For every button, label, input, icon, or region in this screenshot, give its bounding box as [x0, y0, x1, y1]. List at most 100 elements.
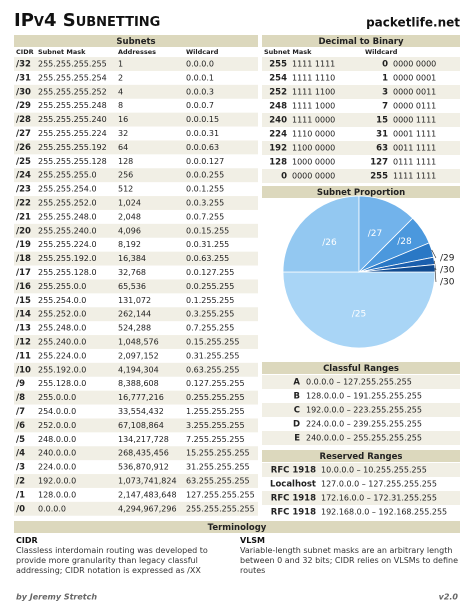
- pie-slice: [282, 195, 360, 273]
- row-band: [262, 491, 460, 505]
- range: 240.0.0.0 – 255.255.255.255: [306, 434, 422, 443]
- cell: 255.255.248.0: [38, 212, 97, 221]
- cell: 255.128.0.0: [38, 379, 86, 388]
- cell: /28: [16, 115, 31, 125]
- cell: 0.0.31.255: [186, 240, 229, 249]
- column-header: Wildcard: [365, 48, 398, 56]
- cell: 0.0.0.31: [186, 129, 219, 138]
- class-letter: D: [293, 420, 300, 430]
- cell: 268,435,456: [118, 449, 169, 458]
- cell: 31: [376, 130, 388, 140]
- cell: 224: [269, 130, 287, 140]
- row-band: [14, 112, 258, 127]
- cell: 255: [269, 60, 287, 70]
- term: VLSM: [240, 536, 266, 545]
- cell: 131,072: [118, 296, 151, 305]
- cell: 127.255.255.255: [186, 490, 255, 499]
- leader-line: [434, 268, 437, 283]
- cell: 0.0.0.255: [186, 171, 224, 180]
- row-band: [14, 335, 258, 349]
- cell: 192: [269, 144, 287, 154]
- cell: /4: [16, 449, 25, 459]
- cell: 0.0.0.63: [186, 143, 219, 152]
- cell: 536,870,912: [118, 463, 169, 472]
- cell: 2,147,483,648: [118, 490, 177, 499]
- cell: 254.0.0.0: [38, 407, 76, 416]
- cell: 255.255.252.0: [38, 199, 97, 208]
- cell: /20: [16, 226, 31, 236]
- cell: 0.31.255.255: [186, 351, 239, 360]
- cell: /5: [16, 435, 25, 445]
- cell: 1110 0000: [292, 130, 335, 139]
- cell: 2,097,152: [118, 351, 159, 360]
- cell: 240: [269, 116, 287, 126]
- cell: 1: [118, 60, 123, 69]
- row-band: [14, 474, 258, 488]
- range: 192.168.0.0 – 192.168.255.255: [321, 508, 447, 517]
- pie-label: /25: [352, 309, 366, 319]
- cell: 0000 0111: [393, 102, 436, 111]
- cell: 16,777,216: [118, 393, 164, 402]
- cell: 1100 0000: [292, 144, 335, 153]
- cell: 0.0.127.255: [186, 268, 234, 277]
- cell: 31.255.255.255: [186, 463, 250, 472]
- cell: 1000 0000: [292, 158, 335, 167]
- section-header: [14, 521, 460, 533]
- class-letter: A: [293, 378, 300, 388]
- cell: 255.255.224.0: [38, 240, 97, 249]
- cell: 2: [118, 73, 123, 82]
- range-name: Localhost: [270, 480, 316, 490]
- cell: 248.0.0.0: [38, 435, 76, 444]
- cell: 0.3.255.255: [186, 310, 234, 319]
- cell: 128: [118, 157, 133, 166]
- cell: 63: [376, 144, 388, 154]
- cell: /18: [16, 254, 31, 264]
- definition: Variable-length subnet masks are an arbi…: [240, 546, 458, 575]
- title: IPv4 Subnetting: [14, 10, 160, 31]
- cell: 63.255.255.255: [186, 477, 250, 486]
- cell: 255.192.0.0: [38, 365, 86, 374]
- cell: 1.255.255.255: [186, 407, 245, 416]
- column-header: Subnet Mask: [38, 48, 86, 56]
- cell: /31: [16, 73, 31, 83]
- cell: /32: [16, 60, 31, 70]
- range: 128.0.0.0 – 191.255.255.255: [306, 392, 422, 401]
- term-vlsm: VLSM Variable-length subnet masks are an …: [240, 536, 458, 576]
- row-band: [14, 223, 258, 238]
- cell: 7.255.255.255: [186, 435, 245, 444]
- cell: /27: [16, 129, 31, 139]
- cell: 4,096: [118, 226, 141, 235]
- cell: /2: [16, 477, 25, 487]
- row-band: [262, 57, 460, 71]
- section-header: [14, 35, 258, 47]
- section-title: Subnet Proportion: [317, 188, 405, 198]
- author: by Jeremy Stretch: [16, 593, 97, 602]
- cell: 255.255.255.255: [38, 60, 107, 69]
- definition: Classless interdomain routing was develo…: [16, 546, 208, 575]
- range-name: RFC 1918: [271, 494, 316, 504]
- row-band: [14, 362, 258, 377]
- cell: 192.0.0.0: [38, 477, 76, 486]
- cell: 15: [376, 116, 388, 126]
- cell: 255.255.255.192: [38, 143, 107, 152]
- cell: /22: [16, 199, 31, 209]
- cell: 0.0.0.3: [186, 87, 214, 96]
- row-band: [262, 403, 460, 417]
- cell: 255.255.255.252: [38, 87, 107, 96]
- cell: /30: [16, 87, 31, 97]
- section-title: Decimal to Binary: [318, 37, 403, 47]
- cell: 33,554,432: [118, 407, 164, 416]
- cell: 524,288: [118, 324, 151, 333]
- row-band: [14, 307, 258, 322]
- cell: 252: [269, 88, 287, 98]
- column-header: Wildcard: [186, 48, 219, 56]
- section-header: [262, 35, 460, 47]
- column-header: Addresses: [118, 48, 156, 56]
- cell: 0.0.0.1: [186, 73, 214, 82]
- cell: /11: [16, 351, 31, 361]
- cell: 1,048,576: [118, 338, 159, 347]
- range: 224.0.0.0 – 239.255.255.255: [306, 420, 422, 429]
- cell: 16,384: [118, 254, 146, 263]
- pie-label: /30: [440, 278, 455, 288]
